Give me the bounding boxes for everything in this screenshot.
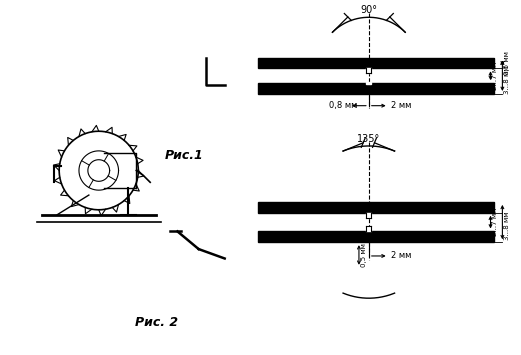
Bar [366,213,371,218]
Text: 0,5 мм: 0,5 мм [361,243,367,267]
Bar [366,69,371,73]
Bar [258,83,494,94]
Text: 2...7 мм: 2...7 мм [492,61,499,90]
Text: 0,8 мм: 0,8 мм [329,101,357,110]
Text: 2...7 мм: 2...7 мм [492,208,499,236]
Text: 2 мм: 2 мм [391,101,411,110]
Text: Рис. 2: Рис. 2 [134,316,178,329]
Bar [366,226,371,231]
Text: 0,5 мм: 0,5 мм [504,51,511,75]
Text: 3...8 мм: 3...8 мм [504,65,511,94]
Text: 2 мм: 2 мм [391,251,411,261]
Bar [258,202,494,213]
Bar [366,82,371,84]
Text: Рис.1: Рис.1 [165,149,203,162]
Text: 3...8 мм: 3...8 мм [504,212,511,240]
Bar [258,231,494,242]
Bar [258,58,494,69]
Text: 135°: 135° [357,134,380,144]
Text: 90°: 90° [361,5,377,15]
